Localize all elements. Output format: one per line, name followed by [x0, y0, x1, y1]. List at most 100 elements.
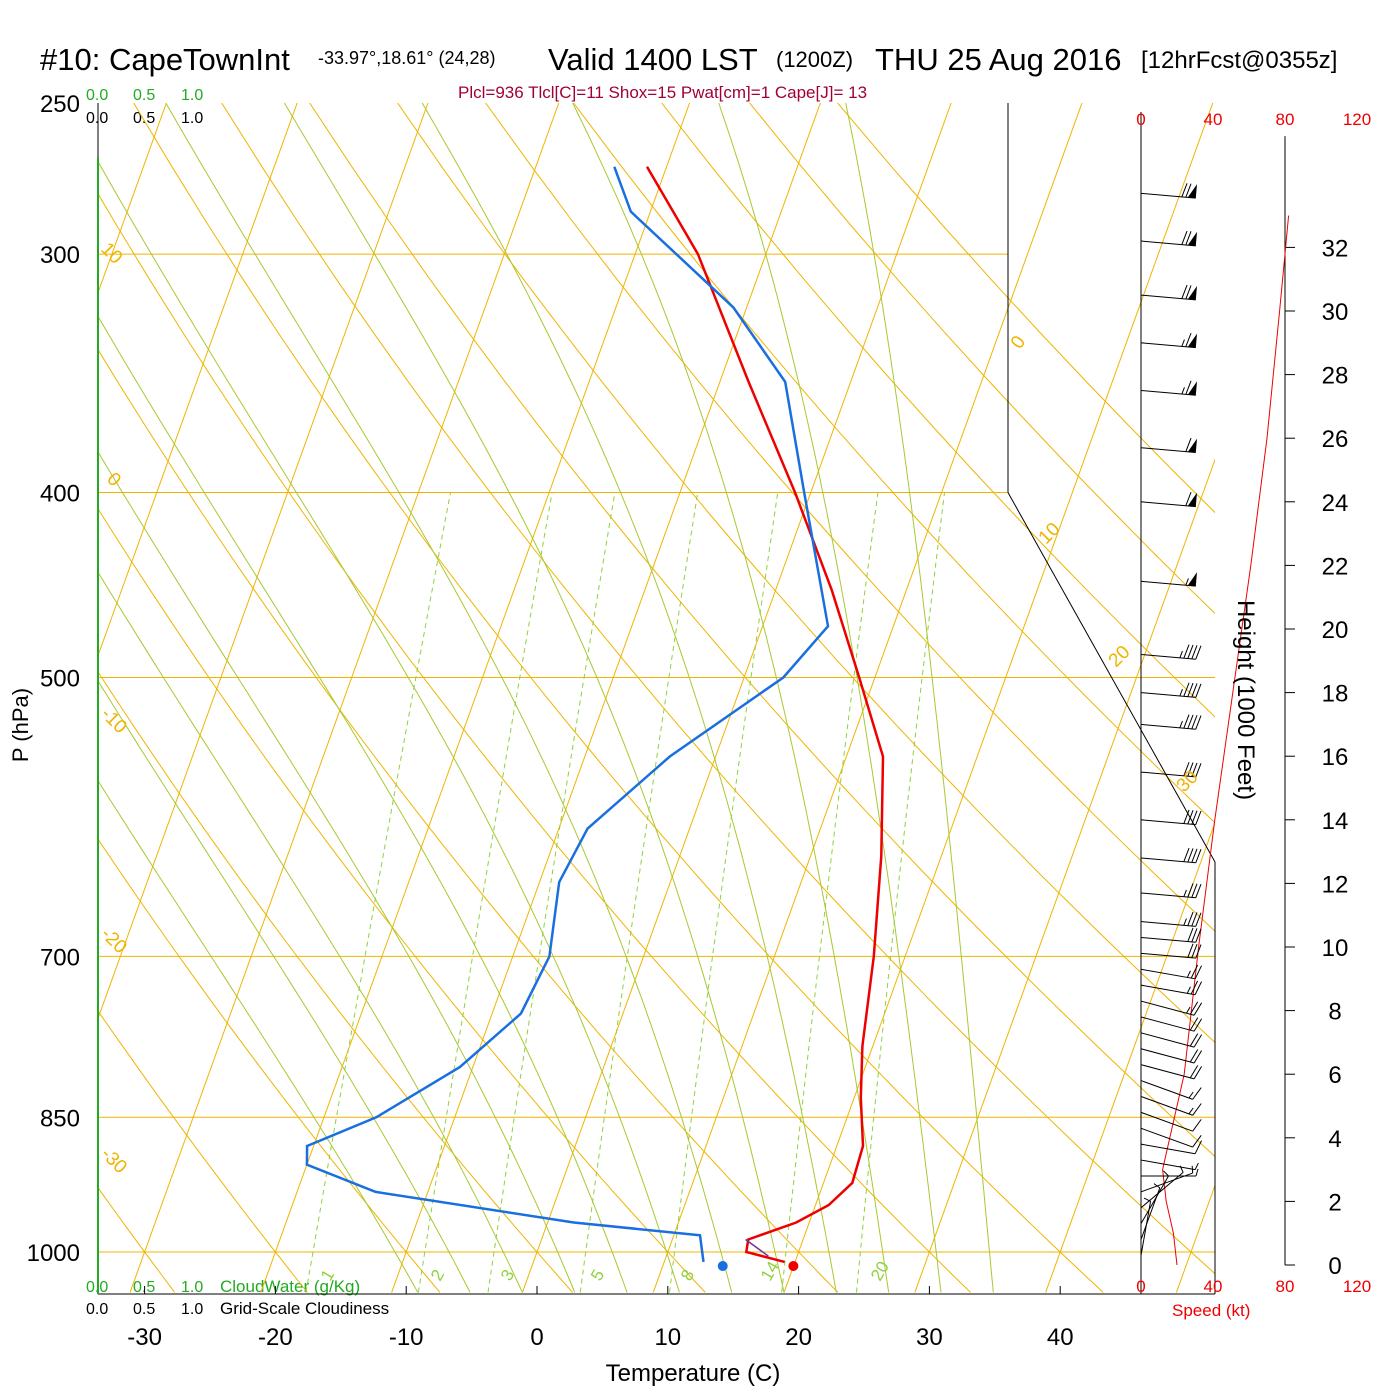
station-coords: -33.97°,18.61° (24,28): [318, 48, 496, 68]
wind-barb-feather: [1191, 683, 1198, 698]
height-axis-title: Height (1000 Feet): [1232, 600, 1259, 800]
moist-adiabat-line: [98, 315, 628, 1293]
cloud-scale-top-1: 0.5: [133, 87, 155, 104]
wind-barb-feather: [1187, 682, 1194, 697]
wind-barb-shaft: [1140, 968, 1196, 980]
mixing-ratio-label: 5: [587, 1266, 608, 1284]
speed-tick-label-bottom: 40: [1204, 1277, 1223, 1296]
wind-barb-feather: [1189, 1001, 1199, 1015]
wind-barb: [1140, 943, 1202, 959]
height-tick-label: 8: [1328, 999, 1341, 1026]
wind-barb-feather: [1194, 1140, 1202, 1154]
wind-barb-shaft: [1140, 1000, 1195, 1016]
wind-barb-feather: [1191, 715, 1198, 730]
wind-barb-half-feather: [1181, 387, 1185, 395]
height-tick-label: 18: [1322, 681, 1349, 708]
isotherm-line: [1175, 1183, 1215, 1293]
wind-barb-pennant: [1187, 492, 1198, 507]
wind-barb-half-feather: [1185, 1006, 1191, 1014]
isotherm-line: [98, 103, 429, 1020]
mixing-ratio-line: [669, 492, 779, 1293]
mixing-ratio-line: [305, 492, 451, 1293]
dry-adiabat-label: 20: [1105, 642, 1135, 672]
wind-barb: [1140, 1183, 1161, 1240]
cloudiness-label: Grid-Scale Cloudiness: [220, 1299, 389, 1318]
height-tick-label: 28: [1322, 363, 1349, 390]
isotherm-line: [129, 103, 560, 1293]
wind-barb: [1140, 380, 1198, 396]
moist-adiabat-line: [98, 779, 419, 1293]
dry-adiabat-line: [485, 103, 1215, 932]
wind-barb-half-feather: [1179, 689, 1183, 697]
wind-barb-half-feather: [1163, 1170, 1169, 1177]
height-tick-label: 32: [1322, 235, 1349, 262]
wind-barb-feather: [1187, 883, 1194, 898]
wind-barb: [1140, 682, 1202, 698]
speed-axis-title: Speed (kt): [1172, 1301, 1250, 1320]
wind-barb: [1140, 1111, 1202, 1132]
wind-barb-feather: [1191, 810, 1198, 825]
wind-panel: [1140, 112, 1295, 1294]
pressure-tick-label: 1000: [27, 1240, 80, 1267]
wind-barb-half-feather: [1183, 918, 1187, 926]
temperature-tick-label: 10: [654, 1324, 681, 1351]
wind-barb-half-feather: [1195, 1168, 1199, 1177]
dry-adiabat-line: [221, 103, 1215, 1275]
speed-tick-label-top: 40: [1204, 110, 1223, 129]
wind-barb: [1141, 1168, 1199, 1177]
wind-barb-shaft: [1140, 771, 1196, 778]
wind-barb-feather: [1183, 847, 1190, 862]
wind-barb-shaft: [1140, 1064, 1195, 1080]
dry-adiabat-line: [837, 103, 1215, 514]
wind-barb-shaft: [1140, 390, 1196, 396]
wind-barb: [1140, 183, 1198, 199]
wind-barb-shaft: [1140, 1032, 1195, 1048]
wind-barb-feather: [1192, 1087, 1202, 1100]
wind-barb-shaft: [1140, 1159, 1196, 1171]
wind-barb-shaft: [1140, 294, 1196, 301]
wind-barb-half-feather: [1183, 889, 1187, 897]
dry-adiabat-label: -30: [96, 1144, 130, 1178]
speed-tick-label-bottom: 120: [1343, 1277, 1371, 1296]
wind-barb-feather: [1195, 928, 1202, 943]
pressure-tick-label: 300: [40, 242, 80, 269]
temperature-tick-label: 30: [916, 1324, 943, 1351]
wind-barb-feather: [1181, 230, 1188, 245]
cloudiness-scale-top-2: 1.0: [181, 110, 203, 127]
isotherm-line: [652, 103, 1083, 1293]
mixing-ratio-label: 20: [867, 1258, 893, 1284]
wind-barb-half-feather: [1188, 1107, 1194, 1115]
temperature-tick-label: 20: [785, 1324, 812, 1351]
dry-adiabat-line: [98, 507, 706, 1293]
wind-barb-feather: [1185, 183, 1192, 198]
wind-barb-feather: [1187, 644, 1194, 659]
y-axis-title: P (hPa): [8, 688, 33, 762]
wind-barb: [1140, 284, 1198, 301]
wind-barb: [1140, 572, 1198, 587]
wind-barb-feather: [1193, 1018, 1203, 1032]
moist-adiabat-line: [718, 103, 942, 1293]
parcel-line: [745, 1238, 769, 1257]
dry-adiabat-line: [98, 348, 839, 1293]
temperature-tick-label: 0: [530, 1324, 543, 1351]
wind-barb-shaft: [1140, 952, 1196, 959]
wind-barb: [1140, 332, 1198, 349]
wind-barb-feather: [1187, 943, 1194, 958]
dry-adiabat-label: 0: [1007, 332, 1030, 353]
wind-barb-feather: [1193, 1034, 1203, 1048]
wind-barb-feather: [1181, 284, 1188, 299]
temperature-tick-label: -30: [127, 1324, 162, 1351]
valid-time: Valid 1400 LST: [548, 42, 758, 77]
cloudiness-scale-top-1: 0.5: [133, 110, 155, 127]
cloudiness-scale-bottom-0: 0.0: [86, 1301, 108, 1318]
height-tick-label: 16: [1322, 744, 1349, 771]
wind-barb-shaft: [1140, 240, 1196, 247]
wind-barb-shaft: [1140, 984, 1196, 996]
wind-barb-feather: [1187, 848, 1194, 863]
wind-barb-feather: [1185, 231, 1192, 246]
speed-tick-label-bottom: 0: [1136, 1277, 1145, 1296]
wind-barb-shaft: [1140, 501, 1196, 508]
valid-date: THU 25 Aug 2016: [875, 42, 1121, 77]
wind-barb: [1140, 964, 1202, 980]
mixing-ratio-line: [781, 492, 879, 1293]
